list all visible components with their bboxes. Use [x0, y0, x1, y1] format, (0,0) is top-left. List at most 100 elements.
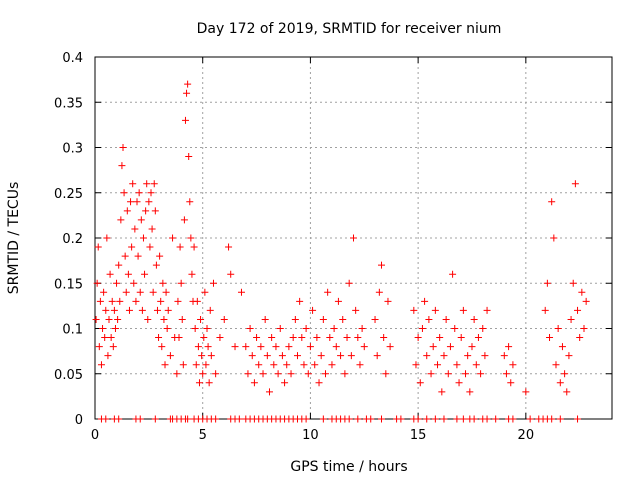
data-point	[212, 370, 220, 378]
data-point	[429, 343, 437, 351]
data-point	[317, 352, 325, 360]
data-point	[259, 370, 267, 378]
data-point	[397, 415, 405, 423]
data-point	[155, 334, 163, 342]
data-point	[561, 370, 569, 378]
data-point	[242, 343, 250, 351]
data-point	[479, 325, 487, 332]
data-point	[509, 415, 517, 423]
data-point	[330, 325, 338, 332]
data-point	[434, 361, 442, 369]
data-point	[96, 297, 104, 305]
x-tick-label: 20	[518, 428, 535, 443]
data-point	[352, 306, 360, 314]
data-point	[160, 315, 168, 323]
data-point	[481, 352, 489, 360]
data-point	[163, 325, 171, 332]
data-point	[556, 415, 564, 423]
data-point	[300, 361, 308, 369]
data-point	[311, 361, 319, 369]
data-point	[94, 243, 102, 251]
data-point	[306, 343, 314, 351]
data-point	[136, 288, 144, 296]
y-tick-label: 0.4	[62, 51, 83, 66]
x-tick-label: 0	[91, 428, 99, 443]
data-point	[324, 288, 332, 296]
data-point	[462, 370, 470, 378]
data-point	[574, 306, 582, 314]
data-point	[183, 89, 191, 97]
data-point	[578, 288, 586, 296]
data-point	[130, 279, 138, 287]
data-point	[313, 334, 321, 342]
data-point	[184, 80, 192, 88]
data-point	[418, 325, 426, 332]
data-point	[483, 306, 491, 314]
data-point	[120, 189, 128, 197]
data-point	[204, 343, 212, 351]
data-point	[250, 379, 258, 387]
data-point	[382, 370, 390, 378]
data-point	[115, 415, 123, 423]
data-point	[580, 325, 588, 332]
data-point	[181, 116, 189, 124]
axis-ticks: 0 5 10 15 20 0 0.05 0.1 0.15 0.2 0.25 0.3 0.35 0.4	[54, 51, 612, 443]
data-point	[337, 352, 345, 360]
data-point	[293, 352, 301, 360]
data-point	[129, 180, 137, 188]
data-point	[500, 352, 508, 360]
data-point	[334, 297, 342, 305]
data-point	[451, 325, 459, 332]
data-point	[178, 315, 186, 323]
data-point	[225, 243, 233, 251]
data-point	[410, 306, 418, 314]
data-point	[227, 270, 235, 278]
data-points	[92, 80, 590, 423]
data-point	[184, 415, 192, 423]
data-point	[156, 252, 164, 260]
data-point	[118, 162, 126, 170]
data-point	[421, 297, 429, 305]
data-point	[474, 334, 482, 342]
data-point	[442, 315, 450, 323]
data-point	[102, 306, 110, 314]
data-point	[159, 279, 167, 287]
data-point	[161, 361, 169, 369]
data-point	[298, 334, 306, 342]
data-point	[436, 334, 444, 342]
data-point	[446, 343, 454, 351]
data-point	[543, 279, 551, 287]
data-point	[343, 334, 351, 342]
y-tick-label: 0.2	[62, 232, 83, 247]
data-point	[212, 415, 220, 423]
data-point	[195, 379, 203, 387]
data-point	[124, 270, 132, 278]
data-point	[414, 415, 422, 423]
data-point	[453, 361, 461, 369]
data-point	[472, 361, 480, 369]
data-point	[289, 334, 297, 342]
y-axis-label: SRMTID / TECUs	[6, 182, 22, 295]
data-point	[158, 343, 166, 351]
data-point	[114, 315, 122, 323]
data-point	[263, 352, 271, 360]
data-point	[244, 370, 252, 378]
data-point	[276, 325, 284, 332]
data-point	[105, 315, 113, 323]
data-point	[281, 379, 289, 387]
data-point	[550, 234, 558, 242]
data-point	[563, 388, 571, 396]
data-point	[492, 415, 500, 423]
data-point	[119, 144, 127, 151]
data-point	[92, 315, 100, 323]
data-point	[99, 325, 107, 332]
data-point	[470, 315, 478, 323]
data-point	[378, 261, 386, 269]
data-point	[358, 325, 366, 332]
data-point	[253, 334, 261, 342]
data-point	[341, 370, 349, 378]
data-point	[153, 306, 161, 314]
data-point	[175, 334, 183, 342]
data-point	[319, 415, 327, 423]
